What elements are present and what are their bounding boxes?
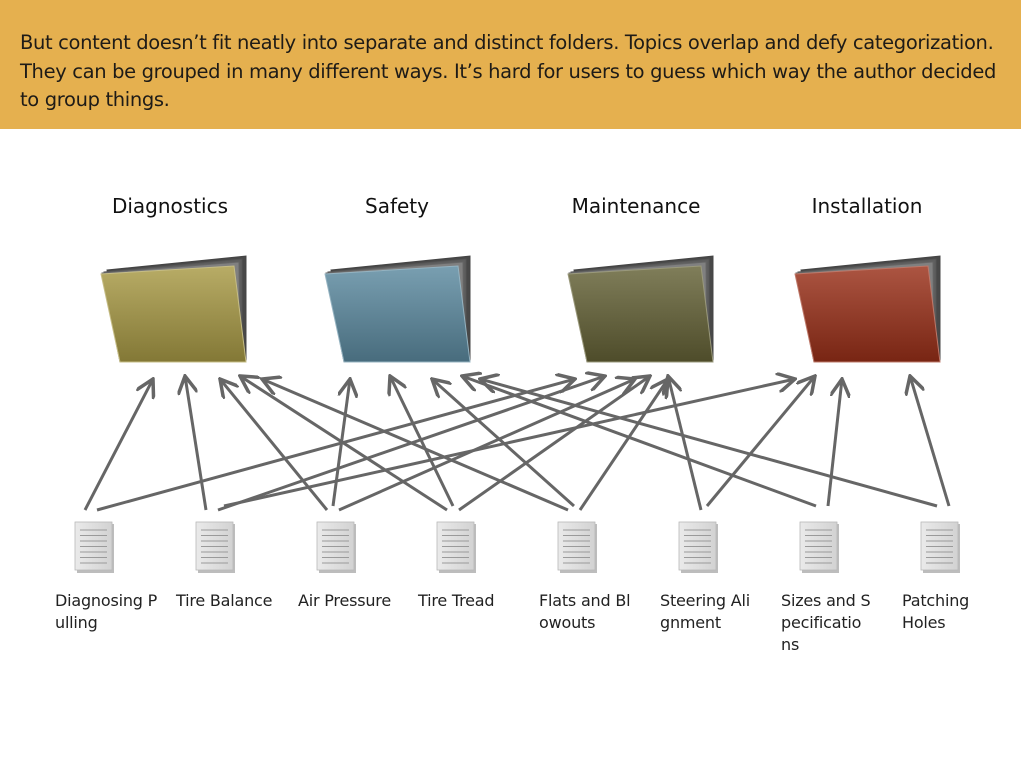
doc-label-steering-alignment: Steering Alignment [660, 591, 750, 632]
arrow-sizes-and-specifications-to-installation [826, 379, 842, 507]
arrow-air-pressure-to-diagnostics [220, 379, 329, 511]
doc-steering-alignment-icon [678, 521, 718, 573]
folder-layer [100, 255, 941, 363]
folder-maintenance-icon [567, 255, 714, 363]
arrow-steering-alignment-to-installation [705, 376, 815, 507]
intro-text: But content doesn’t fit neatly into sepa… [20, 31, 996, 111]
arrow-tire-tread-to-safety [390, 376, 455, 507]
category-label-diagnostics: Diagnostics [111, 194, 229, 218]
arrow-diagnosing-pulling-to-maintenance [96, 379, 575, 512]
folder-installation-icon [794, 255, 941, 363]
arrow-tire-tread-to-diagnostics [240, 376, 448, 512]
doc-label-patching-holes: Patching Holes [902, 591, 970, 632]
arrow-flats-and-blowouts-to-safety [432, 379, 575, 508]
folder-diagnostics-icon [100, 255, 247, 363]
doc-air-pressure-icon [316, 521, 356, 573]
arrow-layer [83, 376, 951, 512]
doc-label-diagnosing-pulling: Diagnosing Pulling [55, 591, 158, 632]
document-layer [74, 521, 960, 573]
arrow-diagnosing-pulling-to-diagnostics [83, 379, 153, 511]
doc-label-flats-and-blowouts: Flats and Blowouts [539, 591, 631, 632]
category-label-maintenance: Maintenance [571, 194, 701, 218]
arrow-patching-holes-to-installation [910, 376, 951, 507]
doc-label-tire-balance: Tire Balance [176, 591, 273, 610]
category-label-installation: Installation [811, 194, 923, 218]
doc-sizes-and-specifications-icon [799, 521, 839, 573]
arrow-flats-and-blowouts-to-maintenance [578, 379, 668, 511]
arrow-steering-alignment-to-maintenance [668, 376, 703, 511]
doc-label-air-pressure: Air Pressure [298, 591, 391, 610]
arrow-tire-tread-to-maintenance [458, 376, 650, 512]
doc-flats-and-blowouts-icon [557, 521, 597, 573]
arrow-tire-balance-to-installation [223, 379, 795, 508]
doc-tire-tread-icon [436, 521, 476, 573]
arrow-sizes-and-specifications-to-safety [462, 376, 817, 508]
doc-diagnosing-pulling-icon [74, 521, 114, 573]
folder-safety-icon [324, 255, 471, 363]
arrow-flats-and-blowouts-to-diagnostics [262, 379, 569, 512]
arrow-patching-holes-to-safety [480, 379, 938, 508]
doc-tire-balance-icon [195, 521, 235, 573]
doc-label-sizes-and-specifications: Sizes and Specifications [781, 591, 871, 654]
doc-patching-holes-icon [920, 521, 960, 573]
category-label-safety: Safety [365, 194, 429, 218]
arrow-tire-balance-to-diagnostics [185, 376, 208, 511]
arrow-air-pressure-to-maintenance [338, 379, 635, 512]
doc-label-tire-tread: Tire Tread [418, 591, 495, 610]
intro-banner: But content doesn’t fit neatly into sepa… [0, 0, 1021, 129]
